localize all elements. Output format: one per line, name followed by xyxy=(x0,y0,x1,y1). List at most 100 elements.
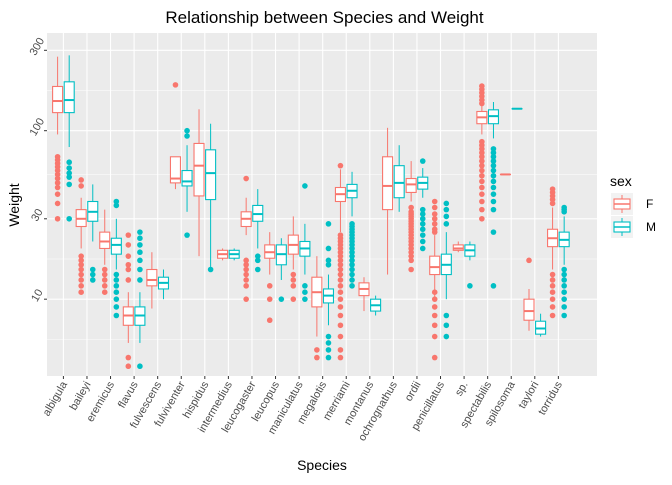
y-tick-label: 300 xyxy=(28,36,48,58)
outlier-point xyxy=(338,355,344,361)
outlier-point xyxy=(302,183,308,189)
outlier-point xyxy=(561,205,567,211)
outlier-point xyxy=(291,272,297,278)
outlier-point xyxy=(432,304,438,310)
outlier-point xyxy=(114,277,120,283)
outlier-point xyxy=(561,304,567,310)
outlier-point xyxy=(526,258,532,264)
outlier-point xyxy=(420,239,426,245)
outlier-point xyxy=(432,296,438,302)
outlier-point xyxy=(420,226,426,232)
outlier-point xyxy=(243,277,249,283)
outlier-point xyxy=(432,289,438,295)
box-intermedius-M xyxy=(229,248,239,260)
outlier-point xyxy=(78,253,84,259)
outlier-point xyxy=(338,272,344,278)
outlier-point xyxy=(444,322,450,328)
outlier-point xyxy=(349,277,355,283)
box-iqr xyxy=(111,238,121,254)
outlier-point xyxy=(432,226,438,232)
outlier-point xyxy=(491,168,497,174)
outlier-point xyxy=(184,133,190,139)
outlier-point xyxy=(338,334,344,340)
outlier-point xyxy=(550,272,556,278)
y-tick-label: 100 xyxy=(28,116,48,138)
box-iqr xyxy=(206,150,216,200)
outlier-point xyxy=(55,201,61,207)
outlier-point xyxy=(102,289,108,295)
outlier-point xyxy=(491,179,497,185)
outlier-point xyxy=(314,355,320,361)
outlier-point xyxy=(561,296,567,302)
outlier-point xyxy=(184,232,190,238)
outlier-point xyxy=(279,296,285,302)
outlier-point xyxy=(267,283,273,289)
outlier-point xyxy=(173,82,179,88)
outlier-point xyxy=(491,185,497,191)
outlier-point xyxy=(420,246,426,252)
outlier-point xyxy=(338,313,344,319)
outlier-point xyxy=(291,283,297,289)
outlier-point xyxy=(444,207,450,213)
outlier-point xyxy=(114,289,120,295)
outlier-point xyxy=(102,277,108,283)
outlier-point xyxy=(66,165,72,171)
outlier-point xyxy=(479,191,485,197)
outlier-point xyxy=(432,322,438,328)
outlier-point xyxy=(114,313,120,319)
box-iqr xyxy=(524,299,534,320)
outlier-point xyxy=(243,283,249,289)
legend-label-M: M xyxy=(646,220,656,234)
outlier-point xyxy=(243,258,249,264)
outlier-point xyxy=(78,183,84,189)
outlier-point xyxy=(479,216,485,222)
outlier-point xyxy=(561,283,567,289)
x-tick-label: taylori xyxy=(516,380,541,411)
outlier-point xyxy=(291,277,297,283)
outlier-point xyxy=(137,229,143,235)
outlier-point xyxy=(550,304,556,310)
x-tick-label: albigula xyxy=(41,379,71,419)
y-axis-title: Weight xyxy=(6,183,22,226)
outlier-point xyxy=(55,154,61,160)
outlier-point xyxy=(267,317,273,323)
outlier-point xyxy=(479,199,485,205)
outlier-point xyxy=(78,283,84,289)
outlier-point xyxy=(432,205,438,211)
outlier-point xyxy=(66,216,72,222)
outlier-point xyxy=(326,246,332,252)
outlier-point xyxy=(444,313,450,319)
outlier-point xyxy=(349,283,355,289)
outlier-point xyxy=(561,289,567,295)
outlier-point xyxy=(114,296,120,302)
box-iqr xyxy=(430,256,440,274)
outlier-point xyxy=(467,283,473,289)
outlier-point xyxy=(302,283,308,289)
outlier-point xyxy=(55,216,61,222)
outlier-point xyxy=(243,272,249,278)
outlier-point xyxy=(102,283,108,289)
outlier-point xyxy=(291,296,297,302)
outlier-point xyxy=(561,272,567,278)
outlier-point xyxy=(243,176,249,182)
outlier-point xyxy=(302,289,308,295)
outlier-point xyxy=(114,283,120,289)
outlier-point xyxy=(314,347,320,353)
outlier-point xyxy=(420,232,426,238)
outlier-point xyxy=(491,207,497,213)
y-tick-label: 10 xyxy=(29,287,46,304)
outlier-point xyxy=(126,242,132,248)
outlier-point xyxy=(432,221,438,227)
outlier-point xyxy=(338,163,344,169)
outlier-point xyxy=(491,146,497,152)
x-axis-title: Species xyxy=(297,457,347,473)
outlier-point xyxy=(90,277,96,283)
outlier-point xyxy=(267,296,273,302)
outlier-point xyxy=(55,191,61,197)
box-iqr xyxy=(406,179,416,193)
outlier-point xyxy=(408,205,414,211)
outlier-point xyxy=(444,214,450,220)
outlier-point xyxy=(114,272,120,278)
outlier-point xyxy=(432,211,438,217)
